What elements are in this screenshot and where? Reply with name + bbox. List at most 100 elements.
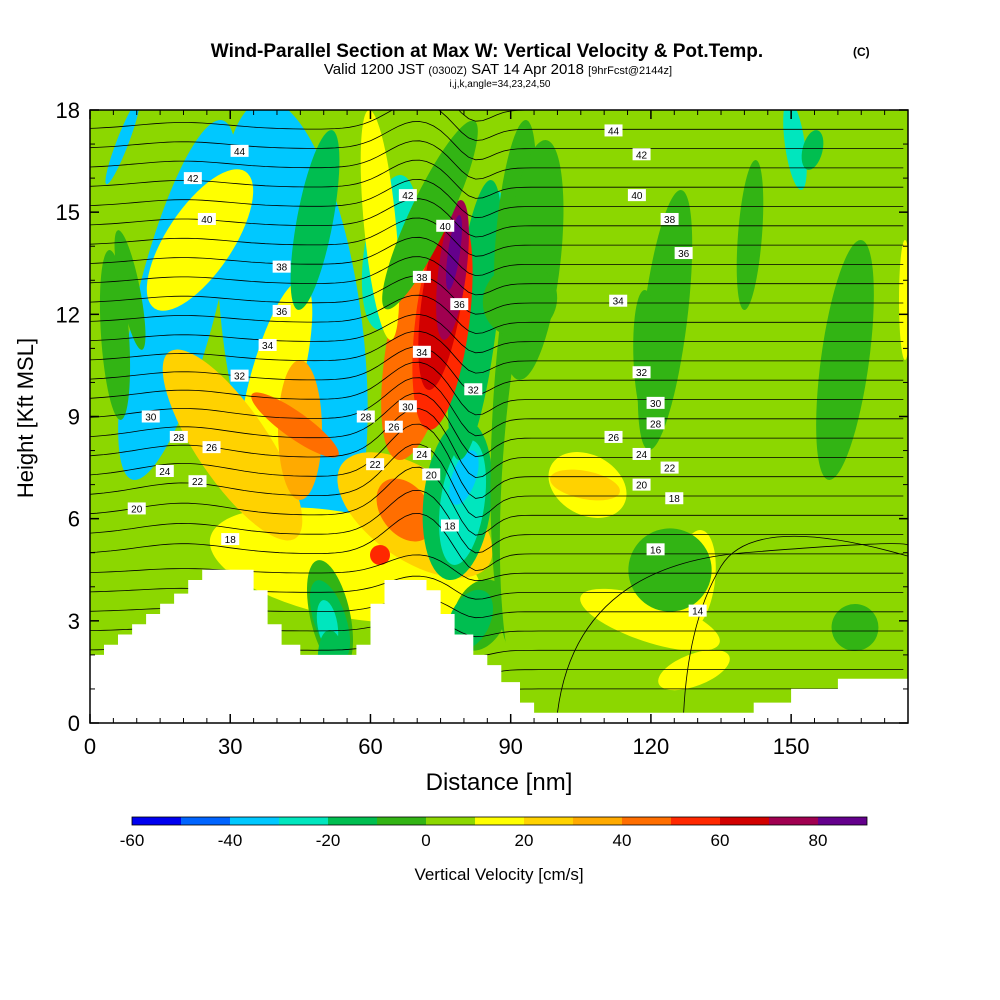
contour-label: 20 (422, 468, 441, 481)
y-tick-label: 3 (68, 609, 80, 634)
contour-label-box (398, 400, 417, 413)
contour-label: 42 (398, 189, 417, 202)
contour-label: 18 (440, 519, 459, 532)
contour-label: 44 (604, 124, 623, 137)
contour-label: 28 (646, 417, 665, 430)
velocity-field: 44 42 40 38 36 34 32 30 28 26 24 22 20 18 28 26 22 30 24 20… (90, 110, 908, 723)
contour-label-box (604, 430, 623, 443)
colorbar: -60 -40 -20 0 20 40 60 80 (120, 816, 868, 850)
contour-label-text: 16 (650, 545, 662, 556)
contour-label-text: 36 (678, 249, 690, 260)
contour-labels: 44 42 40 38 36 34 32 30 28 26 24 22 20 18 28 26 22 30 24 20… (127, 124, 707, 618)
contour-label: 40 (197, 212, 216, 226)
theta-contour-line (90, 377, 904, 437)
contour-label-text: 20 (131, 504, 143, 515)
contour-label-box (412, 447, 431, 460)
contour-label-box (609, 294, 628, 307)
contour-label-box (604, 124, 623, 137)
theta-contour-line (90, 198, 904, 238)
contour-label-box (688, 604, 707, 617)
theta-contour-line (90, 392, 904, 458)
theta-contour-line (90, 275, 904, 315)
contour-label: 38 (660, 212, 679, 226)
theta-contour-line (90, 513, 904, 572)
terrain-mask (90, 569, 908, 723)
contour-label-text: 24 (636, 450, 648, 461)
theta-contour-line (90, 466, 904, 536)
contour-label-text: 30 (402, 402, 414, 413)
contour-label-text: 32 (468, 385, 480, 396)
velocity-patch (482, 262, 558, 338)
velocity-patch (146, 169, 254, 311)
contour-label-box (230, 369, 249, 382)
contour-label: 24 (155, 464, 174, 478)
contour-label: 22 (366, 458, 385, 471)
theta-contour-line (293, 110, 904, 122)
velocity-patch (114, 230, 146, 350)
contour-label-text: 14 (692, 607, 704, 618)
contour-label-box (450, 298, 469, 311)
contour-label: 14 (688, 604, 707, 618)
subtitle-utc: (0300Z) (428, 65, 467, 77)
contour-label-box (272, 260, 291, 273)
contour-label-text: 42 (636, 150, 648, 161)
colorbar-tick-label: 0 (421, 831, 430, 850)
contour-label: 24 (632, 447, 651, 461)
contour-label: 16 (646, 543, 665, 556)
colorbar-swatch (328, 817, 377, 825)
velocity-patch (105, 110, 140, 185)
contour-label: 24 (412, 447, 431, 461)
velocity-patch (376, 478, 434, 542)
colorbar-swatch (132, 817, 181, 825)
colorbar-tick-label: 60 (711, 831, 730, 850)
contour-label-box (398, 189, 417, 202)
colorbar-swatch (818, 817, 867, 825)
contour-label-text: 30 (650, 399, 662, 410)
contour-label: 40 (627, 189, 646, 202)
theta-contour-line (557, 543, 908, 713)
contour-label: 20 (127, 502, 146, 515)
contour-label-text: 22 (192, 477, 204, 488)
subtitle-valid: Valid 1200 JST (324, 61, 424, 78)
contour-label: 26 (384, 420, 403, 434)
contour-label: 18 (221, 533, 240, 546)
contour-label-text: 44 (234, 147, 246, 158)
contour-label-text: 22 (664, 464, 676, 475)
theta-contour-line (90, 443, 904, 518)
contour-label-box (356, 410, 375, 423)
velocity-patch (831, 604, 879, 651)
theta-contour-line (90, 294, 904, 334)
contour-label: 30 (398, 400, 417, 413)
contour-label-text: 18 (669, 494, 681, 505)
contour-label-text: 38 (416, 273, 428, 284)
contour-label-text: 40 (440, 222, 452, 233)
contour-label: 32 (464, 383, 483, 396)
chart-indices: i,j,k,angle=34,23,24,50 (450, 79, 551, 90)
contour-label-text: 20 (636, 481, 648, 492)
contour-label-box (646, 396, 665, 409)
contour-label-text: 38 (664, 215, 676, 226)
contour-label-box (412, 345, 431, 358)
contour-label-text: 26 (388, 423, 400, 434)
contour-label-text: 28 (360, 413, 372, 424)
contour-label-box (258, 338, 277, 351)
chart-title: Wind-Parallel Section at Max W: Vertical… (211, 41, 763, 62)
contour-label-box (632, 478, 651, 491)
theta-contour-line (90, 236, 904, 277)
theta-contour-line (90, 178, 904, 219)
contour-label-box (141, 410, 160, 423)
contour-label-text: 34 (613, 297, 625, 308)
contour-label-text: 32 (636, 368, 648, 379)
contour-label: 30 (141, 410, 160, 424)
y-tick-label: 6 (68, 507, 80, 532)
theta-contour-line (90, 408, 904, 479)
contour-label: 26 (604, 430, 623, 444)
contour-label-text: 24 (159, 467, 171, 478)
x-tick-label: 150 (773, 734, 810, 759)
theta-contour-line (90, 256, 904, 296)
x-tick-label: 90 (498, 734, 522, 759)
chart-subtitle: Valid 1200 JST (0300Z) SAT 14 Apr 2018 [… (324, 61, 672, 78)
contour-label: 44 (230, 144, 249, 158)
y-tick-label: 15 (56, 200, 80, 225)
